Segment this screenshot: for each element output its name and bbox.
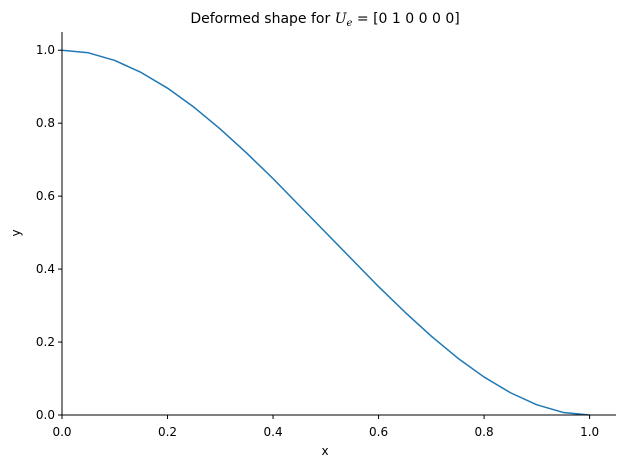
y-tick-label: 0.8 (36, 116, 55, 130)
plot-area (61, 49, 590, 416)
title-math-symbol: U (335, 11, 348, 27)
y-tick-label: 0.6 (36, 189, 55, 203)
x-tick-label: 0.8 (475, 425, 494, 439)
series-line (61, 49, 590, 416)
title-vector: = [0 1 0 0 0 0] (352, 11, 459, 27)
y-ticks: 0.0 0.2 0.4 0.6 0.8 1.0 (36, 43, 62, 422)
y-tick-label: 0.2 (36, 335, 55, 349)
x-tick-label: 0.6 (369, 425, 388, 439)
x-tick-label: 0.2 (158, 425, 177, 439)
x-tick-label: 1.0 (580, 425, 599, 439)
y-tick-label: 1.0 (36, 43, 55, 57)
title-text: Deformed shape for (190, 11, 334, 27)
x-tick-label: 0.0 (52, 425, 71, 439)
y-axis-label: y (9, 229, 23, 236)
chart-title: Deformed shape for Ue = [0 1 0 0 0 0] (190, 11, 459, 29)
x-tick-label: 0.4 (264, 425, 283, 439)
x-ticks: 0.0 0.2 0.4 0.6 0.8 1.0 (52, 415, 599, 439)
y-tick-label: 0.0 (36, 408, 55, 422)
title-math-subscript: e (347, 18, 353, 29)
y-tick-label: 0.4 (36, 262, 55, 276)
x-axis-label: x (321, 444, 328, 458)
